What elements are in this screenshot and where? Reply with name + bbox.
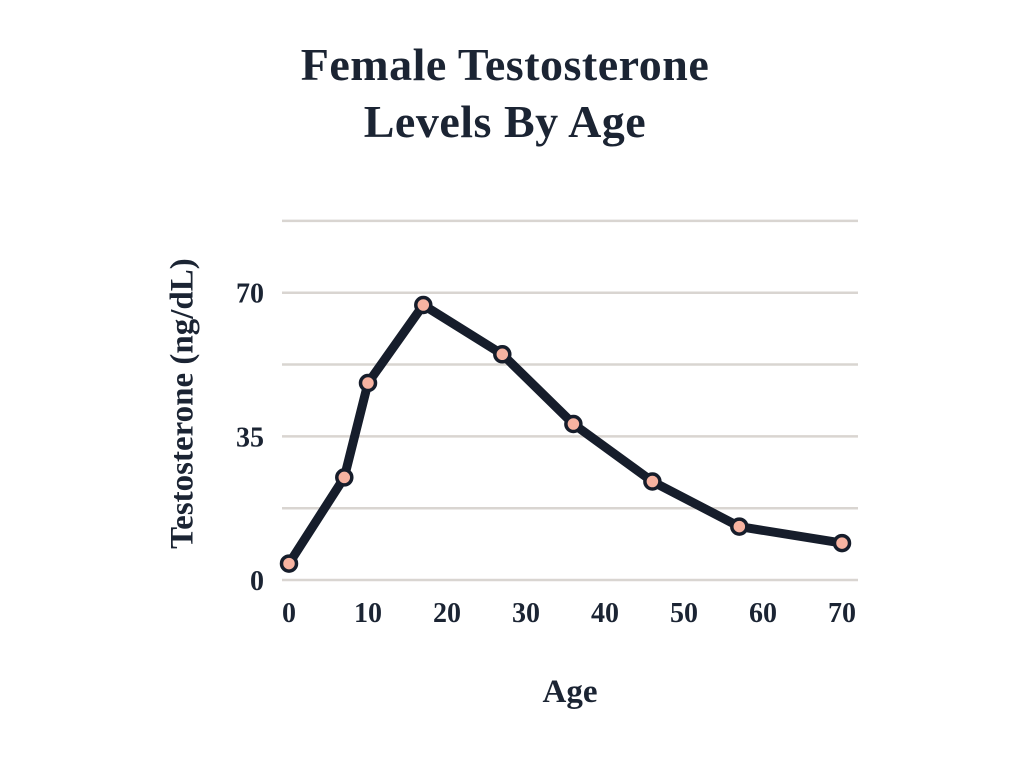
y-tick-label: 70 [236, 279, 264, 310]
data-point [414, 295, 433, 315]
x-tick-label: 50 [670, 598, 698, 629]
data-point [643, 472, 662, 491]
chart-title: Female Testosterone Levels By Age [0, 36, 1010, 150]
x-axis-title: Age [542, 674, 598, 710]
x-tick-label: 0 [282, 598, 296, 629]
x-tick-label: 40 [591, 598, 619, 629]
chart-title-line2: Levels By Age [363, 96, 647, 147]
data-point [832, 533, 852, 553]
chart-title-line1: Female Testosterone [300, 39, 710, 90]
data-point [493, 345, 512, 364]
x-tick-label: 70 [828, 598, 856, 629]
x-tick-label: 20 [433, 598, 461, 629]
series-line [284, 300, 847, 569]
y-tick-label: 35 [236, 422, 264, 453]
data-point [358, 373, 378, 393]
x-tick-label: 10 [354, 598, 382, 629]
x-tick-label: 30 [512, 598, 540, 629]
data-point [564, 414, 583, 434]
data-point [335, 468, 354, 487]
data-point [730, 517, 749, 536]
y-tick-label: 0 [250, 566, 264, 597]
x-tick-label: 60 [749, 598, 777, 629]
data-point [279, 554, 299, 573]
